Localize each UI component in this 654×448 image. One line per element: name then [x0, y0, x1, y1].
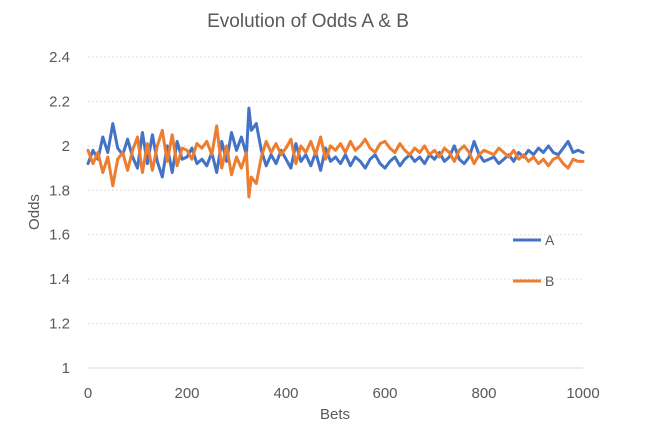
x-axis-ticks: 0 200 400 600 800 1000: [84, 385, 600, 402]
y-tick-label: 1.8: [49, 182, 70, 199]
x-tick-label: 400: [273, 385, 298, 402]
x-axis-title: Bets: [320, 406, 350, 423]
legend-label-b: B: [545, 273, 554, 289]
chart-title: Evolution of Odds A & B: [207, 11, 409, 32]
y-axis-ticks: 1 1.2 1.4 1.6 1.8 2 2.2 2.4: [49, 49, 70, 377]
series-lines: [86, 106, 585, 199]
y-tick-label: 2.2: [49, 93, 70, 110]
y-tick-label: 1.6: [49, 227, 70, 244]
series-line-a: [86, 106, 585, 179]
y-tick-label: 1.2: [49, 316, 70, 333]
legend-label-a: A: [545, 232, 555, 248]
series-line-b: [86, 124, 585, 199]
y-axis-title: Odds: [26, 194, 43, 230]
x-tick-label: 200: [174, 385, 199, 402]
x-tick-label: 800: [471, 385, 496, 402]
x-tick-label: 600: [372, 385, 397, 402]
legend: AB: [513, 232, 555, 289]
y-tick-label: 2.4: [49, 49, 70, 66]
x-tick-label: 0: [84, 385, 92, 402]
gridlines: [88, 56, 583, 325]
y-tick-label: 2: [62, 138, 70, 155]
x-tick-label: 1000: [566, 385, 599, 402]
y-tick-label: 1.4: [49, 271, 70, 288]
y-tick-label: 1: [62, 360, 70, 377]
